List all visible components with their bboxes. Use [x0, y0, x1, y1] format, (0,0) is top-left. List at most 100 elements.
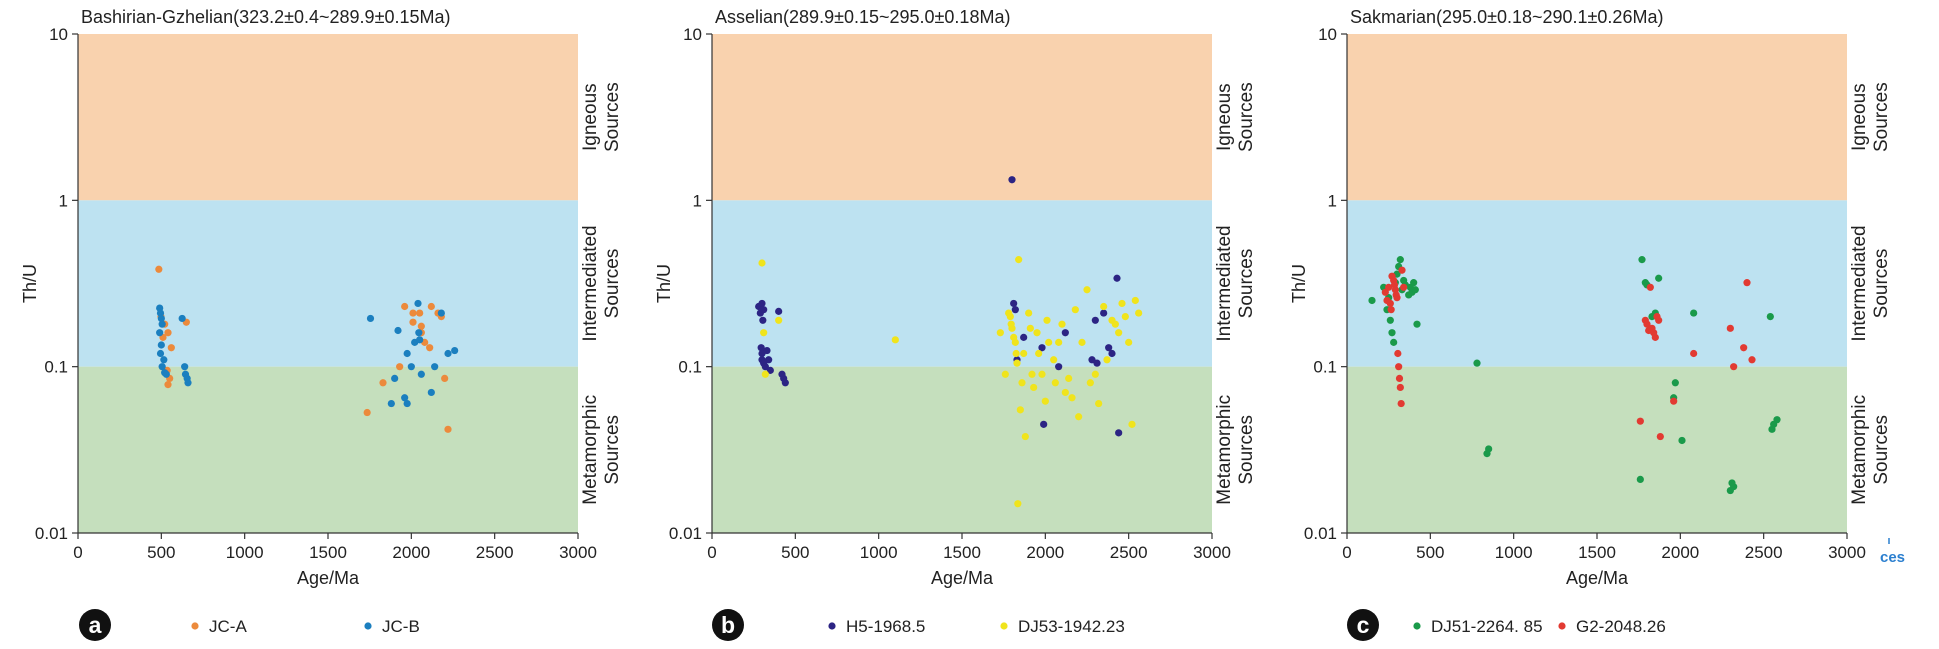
data-point — [1040, 420, 1048, 428]
data-point — [1388, 329, 1396, 337]
data-point — [1061, 329, 1069, 337]
panel-letter: b — [721, 612, 735, 638]
region-label: IntermediatedSources — [1214, 225, 1257, 341]
x-axis-label: Age/Ma — [1566, 568, 1629, 588]
series-H5-1968-5 — [755, 176, 1123, 437]
data-point — [1393, 294, 1401, 302]
region-label-line: Sources — [1236, 415, 1257, 485]
chart-title: Sakmarian(295.0±0.18~290.1±0.26Ma) — [1350, 7, 1663, 27]
data-point — [1773, 416, 1781, 424]
region-band — [1347, 200, 1847, 367]
x-tick-label: 500 — [1416, 543, 1444, 562]
data-point — [1020, 333, 1028, 341]
data-point — [1395, 363, 1403, 371]
data-point — [1013, 359, 1021, 367]
data-point — [1115, 429, 1123, 437]
data-point — [1015, 256, 1023, 264]
data-point — [158, 320, 166, 328]
data-point — [396, 363, 404, 371]
data-point — [1743, 279, 1751, 287]
legend-marker — [191, 622, 199, 630]
region-label-line: Sources — [602, 249, 623, 319]
data-point — [1043, 316, 1051, 324]
data-point — [1086, 379, 1094, 387]
data-point — [1655, 316, 1663, 324]
data-point — [1397, 399, 1405, 408]
data-point — [444, 349, 452, 358]
y-tick-label: 1 — [59, 191, 68, 210]
legend-label: H5-1968.5 — [846, 617, 925, 636]
y-tick-label: 10 — [1318, 25, 1337, 44]
data-point — [1008, 324, 1016, 332]
region-label: IgneousSources — [1214, 82, 1257, 152]
legend-marker — [364, 622, 372, 630]
x-tick-label: 1000 — [860, 543, 898, 562]
data-point — [1131, 296, 1139, 305]
data-point — [1055, 338, 1063, 346]
data-point — [759, 316, 767, 324]
legend-marker — [1413, 622, 1421, 630]
data-point — [1766, 312, 1774, 321]
data-point — [1091, 370, 1099, 378]
data-point — [1068, 394, 1076, 402]
data-point — [1730, 363, 1738, 371]
chart-title: Asselian(289.9±0.15~295.0±0.18Ma) — [715, 7, 1010, 27]
x-axis-label: Age/Ma — [931, 568, 994, 588]
region-band — [78, 366, 578, 533]
data-point — [1028, 370, 1036, 378]
data-point — [1748, 356, 1756, 364]
data-point — [1395, 374, 1404, 383]
data-point — [1021, 432, 1029, 441]
data-point — [1655, 274, 1663, 282]
data-point — [1095, 399, 1103, 408]
data-point — [1050, 356, 1058, 364]
region-band — [78, 200, 578, 367]
region-label: IntermediatedSources — [580, 225, 623, 341]
region-label-line: Sources — [1871, 249, 1892, 319]
data-point — [1083, 286, 1091, 294]
data-point — [1078, 338, 1086, 346]
data-point — [403, 349, 411, 358]
data-point — [1010, 299, 1018, 308]
data-point — [1398, 266, 1406, 274]
chart-panel-b: IgneousSourcesIntermediatedSourcesMetamo… — [654, 7, 1257, 641]
region-label: MetamorphicSources — [1849, 395, 1892, 505]
data-point — [379, 379, 387, 387]
data-point — [766, 366, 774, 374]
data-point — [1001, 370, 1009, 378]
data-point — [1011, 338, 1019, 346]
data-point — [409, 309, 417, 317]
data-point — [156, 329, 164, 337]
data-point — [1128, 420, 1136, 428]
data-point — [996, 329, 1004, 337]
data-point — [1368, 296, 1376, 305]
data-point — [164, 381, 172, 389]
data-point — [1020, 349, 1028, 358]
data-point — [156, 349, 165, 358]
region-label-line: Sources — [1236, 249, 1257, 319]
data-point — [394, 326, 402, 335]
data-point — [1025, 309, 1033, 317]
x-tick-label: 3000 — [1828, 543, 1866, 562]
x-tick-label: 1000 — [226, 543, 264, 562]
chart-panel-a: IgneousSourcesIntermediatedSourcesMetamo… — [20, 7, 623, 641]
x-tick-label: 3000 — [1193, 543, 1231, 562]
x-tick-label: 3000 — [559, 543, 597, 562]
region-label-line: Igneous — [580, 83, 601, 151]
region-label-line: Igneous — [1849, 83, 1870, 151]
data-point — [1008, 176, 1016, 184]
data-point — [1065, 374, 1073, 383]
x-tick-label: 0 — [73, 543, 82, 562]
data-point — [1045, 338, 1053, 346]
panel-badge — [79, 609, 111, 641]
data-point — [758, 299, 766, 308]
x-tick-label: 2000 — [1026, 543, 1064, 562]
data-point — [1006, 312, 1014, 321]
data-point — [401, 394, 409, 402]
data-point — [1726, 324, 1734, 332]
x-tick-label: 2500 — [1745, 543, 1783, 562]
x-tick-label: 2000 — [1661, 543, 1699, 562]
data-point — [164, 329, 172, 337]
data-point — [162, 370, 170, 378]
